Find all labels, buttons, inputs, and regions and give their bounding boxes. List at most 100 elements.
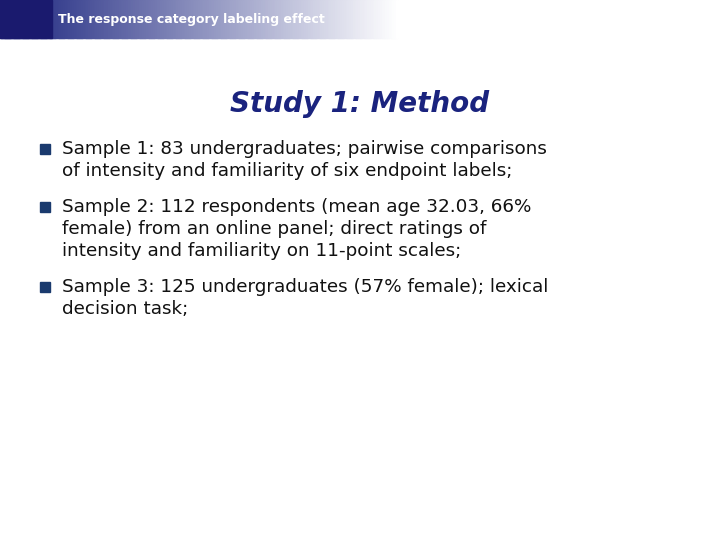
Bar — [138, 0, 141, 38]
Bar — [589, 0, 591, 38]
Bar — [569, 0, 571, 38]
Bar — [223, 0, 225, 38]
Bar — [654, 0, 656, 38]
Bar — [239, 0, 242, 38]
Bar — [306, 0, 308, 38]
Bar — [647, 0, 649, 38]
Bar — [50, 0, 53, 38]
Bar — [162, 0, 164, 38]
Bar — [403, 0, 405, 38]
Bar — [189, 0, 192, 38]
Bar — [454, 0, 456, 38]
Bar — [274, 0, 276, 38]
Bar — [641, 0, 643, 38]
Text: Sample 1: 83 undergraduates; pairwise comparisons: Sample 1: 83 undergraduates; pairwise co… — [62, 140, 547, 158]
Bar — [115, 0, 117, 38]
Bar — [344, 0, 346, 38]
Bar — [376, 0, 379, 38]
Bar — [690, 0, 692, 38]
Bar — [590, 0, 593, 38]
Bar — [392, 0, 395, 38]
Bar — [611, 0, 613, 38]
Bar — [367, 0, 369, 38]
Bar — [92, 0, 94, 38]
Bar — [632, 0, 634, 38]
Bar — [625, 0, 627, 38]
Bar — [659, 0, 661, 38]
Bar — [477, 0, 480, 38]
Bar — [544, 0, 546, 38]
Bar — [155, 0, 157, 38]
Bar — [670, 0, 672, 38]
Bar — [171, 0, 174, 38]
Bar — [20, 0, 22, 38]
Bar — [551, 0, 553, 38]
Bar — [675, 0, 678, 38]
Bar — [351, 0, 354, 38]
Bar — [529, 0, 531, 38]
Bar — [673, 0, 675, 38]
Bar — [402, 0, 404, 38]
Bar — [302, 0, 305, 38]
Bar — [308, 0, 310, 38]
Bar — [445, 0, 447, 38]
Bar — [649, 0, 652, 38]
Bar — [605, 0, 607, 38]
Bar — [613, 0, 616, 38]
Bar — [359, 0, 361, 38]
Bar — [245, 0, 247, 38]
Bar — [194, 0, 197, 38]
Bar — [470, 0, 472, 38]
Bar — [511, 0, 513, 38]
Bar — [346, 0, 348, 38]
Bar — [153, 0, 156, 38]
Bar — [488, 0, 490, 38]
Bar — [616, 0, 618, 38]
Bar — [374, 0, 377, 38]
Bar — [662, 0, 665, 38]
Bar — [378, 0, 380, 38]
Bar — [635, 0, 638, 38]
Bar — [639, 0, 642, 38]
Bar — [151, 0, 153, 38]
Bar — [583, 0, 585, 38]
Bar — [441, 0, 444, 38]
Bar — [61, 0, 63, 38]
Bar — [533, 0, 535, 38]
Bar — [472, 0, 474, 38]
Bar — [85, 0, 87, 38]
Bar — [268, 0, 271, 38]
Bar — [603, 0, 606, 38]
Bar — [515, 0, 517, 38]
Bar — [212, 0, 215, 38]
Bar — [205, 0, 207, 38]
Bar — [446, 0, 449, 38]
Bar — [486, 0, 488, 38]
Bar — [234, 0, 236, 38]
Bar — [693, 0, 696, 38]
Bar — [279, 0, 282, 38]
Bar — [45, 0, 48, 38]
Bar — [270, 0, 272, 38]
Bar — [432, 0, 434, 38]
Bar — [54, 0, 56, 38]
Bar — [259, 0, 261, 38]
Bar — [275, 0, 278, 38]
Bar — [216, 0, 218, 38]
Bar — [246, 0, 249, 38]
Bar — [536, 0, 539, 38]
Bar — [157, 0, 159, 38]
Bar — [331, 0, 333, 38]
Bar — [229, 0, 231, 38]
Bar — [527, 0, 530, 38]
Bar — [391, 0, 393, 38]
Bar — [241, 0, 243, 38]
Bar — [313, 0, 315, 38]
Bar — [601, 0, 603, 38]
Bar — [37, 0, 40, 38]
Bar — [436, 0, 438, 38]
Bar — [232, 0, 235, 38]
Bar — [634, 0, 636, 38]
Bar — [109, 0, 112, 38]
Bar — [433, 0, 436, 38]
